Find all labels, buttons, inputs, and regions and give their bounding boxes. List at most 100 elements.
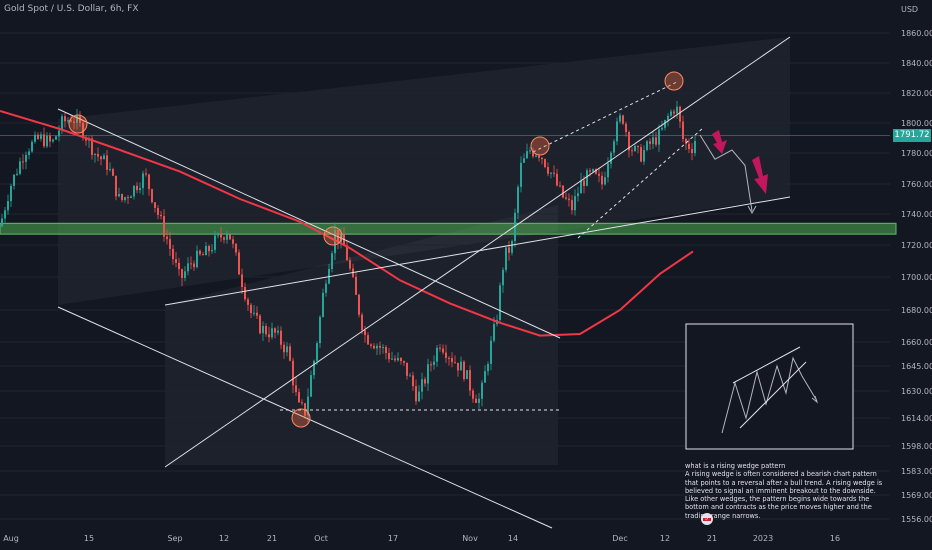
x-tick-label: Dec [612,534,627,543]
candle-body [238,252,240,275]
candle-body [124,197,126,201]
candle-body [196,250,198,268]
candle-body [61,116,63,131]
candle-body [28,151,30,155]
candle-body [433,361,435,365]
candle-body [532,150,534,157]
candle-body [604,177,606,185]
x-tick-label: 12 [660,534,670,543]
candle-body [49,135,51,142]
candle-body [355,276,357,295]
candle-body [235,243,237,253]
x-tick-label: Aug [3,534,19,543]
candle-body [673,111,675,114]
candle-body [277,330,279,333]
candle-body [346,245,348,261]
x-tick-label: Oct [314,534,328,543]
candle-body [577,193,579,197]
candle-body [85,137,87,141]
candle-body [118,194,120,197]
candle-body [514,212,516,241]
candle-body [136,185,138,191]
candle-body [493,324,495,341]
candle-body [502,269,504,286]
candle-body [232,239,234,244]
candle-body [268,334,270,338]
candle-body [421,379,423,392]
candle-body [217,233,219,236]
candle-body [262,325,264,334]
candle-body [100,156,102,160]
candle-body [205,245,207,256]
candle-body [130,196,132,199]
bearish-arrow [712,130,727,154]
candle-body [385,347,387,354]
candle-body [535,155,537,157]
candle-body [481,382,483,399]
candle-body [667,115,669,120]
candle-body [367,335,369,345]
candle-body [520,162,522,187]
candle-body [82,122,84,138]
y-tick-label: 1700.00 [901,273,932,282]
candle-body [307,396,309,416]
candle-body [274,328,276,333]
candle-body [685,139,687,144]
x-tick-label: 12 [219,534,229,543]
candle-body [322,292,324,317]
candle-body [247,299,249,305]
candle-body [466,370,468,380]
candle-body [487,363,489,372]
candle-body [103,155,105,160]
x-tick-label: Nov [462,534,478,543]
pivot-circle [68,114,88,134]
candle-body [595,169,597,174]
candle-body [403,360,405,363]
candle-body [469,370,471,391]
candle-body [67,120,69,122]
candle-body [106,155,108,170]
candle-body [256,312,258,316]
candle-body [289,346,291,361]
candle-body [364,330,366,336]
candle-body [526,151,528,159]
candle-body [586,170,588,186]
candle-body [439,347,441,349]
candle-body [187,263,189,272]
candle-body [583,180,585,186]
candle-body [202,254,204,256]
candle-body [676,106,678,114]
candle-body [550,172,552,174]
candle-body [409,375,411,377]
candle-body [571,200,573,211]
rising-channel-top-line [164,36,791,468]
y-tick-label: 1820.00 [901,89,932,98]
y-tick-label: 1583.00 [901,467,932,476]
candle-body [457,362,459,371]
candle-body [148,174,150,190]
candle-body [163,216,165,237]
candle-body [139,188,141,191]
candle-body [379,345,381,348]
candle-body [265,325,267,335]
candle-body [436,347,438,362]
candle-body [271,328,273,338]
wedge-upper-dotted-line [532,81,678,153]
wedge-example-arrowhead [811,395,819,404]
y-tick-label: 1740.00 [901,210,932,219]
candle-body [181,269,183,278]
y-tick-label: 1614.00 [901,414,932,423]
y-tick-label: 1860.00 [901,29,932,38]
candle-body [175,259,177,263]
candle-body [625,123,627,133]
candle-body [679,106,681,122]
candle-body [160,214,162,217]
candle-body [310,375,312,397]
candle-body [229,234,231,240]
candle-body [397,357,399,361]
candle-body [472,390,474,399]
candle-body [640,147,642,162]
candle-body [301,402,303,404]
channel-shade-rising [58,37,790,305]
